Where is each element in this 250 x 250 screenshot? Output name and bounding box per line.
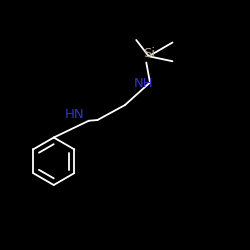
Text: NH: NH xyxy=(134,77,154,90)
Text: HN: HN xyxy=(65,108,85,122)
Text: Si: Si xyxy=(143,47,155,60)
